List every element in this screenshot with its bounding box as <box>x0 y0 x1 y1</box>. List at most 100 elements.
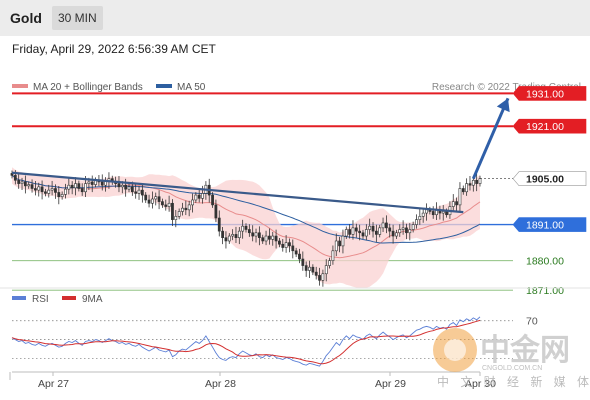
candle-body <box>328 260 331 266</box>
candle-body <box>294 250 298 255</box>
candle-body <box>244 225 248 230</box>
candle-body <box>137 189 141 194</box>
candle-body <box>261 237 265 242</box>
watermark-logo-inner <box>444 339 466 361</box>
candle-body <box>167 202 171 207</box>
ma20-line <box>11 174 481 259</box>
candle-body <box>181 207 184 212</box>
candle-body <box>77 183 81 189</box>
candle-body <box>40 186 44 193</box>
candle-body <box>415 219 418 225</box>
legend-swatch-ma50 <box>156 84 172 88</box>
candle-body <box>465 183 469 193</box>
candle-body <box>224 237 228 242</box>
candle-body <box>408 229 412 234</box>
price-tag-label-4: 1880.00 <box>526 256 564 268</box>
candle-body <box>237 230 241 238</box>
candle-body <box>27 184 31 187</box>
timeframe-button[interactable]: 30 MIN <box>52 6 103 30</box>
candle-body <box>445 211 448 216</box>
candle-body <box>130 186 134 193</box>
candle-body <box>254 232 258 237</box>
candle-body <box>23 181 27 187</box>
candle-body <box>201 193 204 199</box>
candle-body <box>461 188 465 193</box>
candle-body <box>338 240 341 247</box>
rsi-line <box>11 316 481 367</box>
x-tick-3: Apr 30 <box>465 378 496 390</box>
candle-body <box>157 196 161 202</box>
candle-body <box>147 199 151 204</box>
candle-body <box>321 273 325 281</box>
candle-body <box>214 204 218 219</box>
candle-body <box>311 266 315 273</box>
candle-body <box>124 184 128 190</box>
target-arrow-shaft <box>471 97 510 180</box>
candle-body <box>134 191 138 194</box>
candle-body <box>451 201 455 207</box>
candle-body <box>44 191 47 194</box>
candle-body <box>17 180 21 184</box>
candle-body <box>344 229 348 237</box>
x-tick-1: Apr 28 <box>205 378 236 390</box>
candle-body <box>391 230 395 237</box>
candle-body <box>331 250 335 261</box>
descending-trendline <box>11 171 464 214</box>
candle-body <box>378 227 382 235</box>
candle-body <box>117 183 121 188</box>
candle-body <box>120 184 124 188</box>
candle-body <box>298 253 301 260</box>
candle-body <box>30 184 34 189</box>
candle-body <box>37 186 41 191</box>
target-arrow-head <box>496 98 510 113</box>
x-tick-0: Apr 27 <box>38 378 69 390</box>
candle-body <box>385 222 388 229</box>
candle-body <box>191 199 194 206</box>
legend-ma50: MA 50 <box>177 82 206 93</box>
candle-body <box>324 265 328 275</box>
chart-datetime: Friday, April 29, 2022 6:56:39 AM CET <box>12 42 216 56</box>
candle-body <box>84 183 87 193</box>
candle-body <box>351 227 355 235</box>
candle-body <box>144 194 148 201</box>
candle-body <box>20 181 24 184</box>
candle-body <box>127 186 131 190</box>
candle-body <box>371 225 375 232</box>
candle-body <box>221 230 224 238</box>
candle-body <box>87 181 91 184</box>
candle-body <box>425 209 428 214</box>
legend-swatch-rsi <box>12 296 26 300</box>
price-tag-label-5: 1871.00 <box>526 285 564 297</box>
candle-body <box>60 194 64 197</box>
candle-body <box>271 235 275 240</box>
price-tag-3 <box>512 217 587 232</box>
candle-body <box>231 234 235 237</box>
candle-body <box>301 258 305 266</box>
candle-body <box>47 189 51 194</box>
price-tag-label-0: 1931.00 <box>526 88 564 100</box>
x-tick-2: Apr 29 <box>375 378 406 390</box>
candle-body <box>90 181 94 185</box>
candle-body <box>381 222 385 229</box>
candle-body <box>284 242 288 248</box>
legend-ma20: MA 20 + Bollinger Bands <box>33 82 143 93</box>
candle-body <box>411 224 415 230</box>
candle-body <box>308 266 311 271</box>
candle-body <box>374 230 378 235</box>
candle-body <box>184 207 188 211</box>
candle-body <box>50 188 54 191</box>
price-tag-1 <box>512 118 587 134</box>
candle-body <box>100 181 104 186</box>
candle-body <box>395 232 398 237</box>
legend-swatch-rsi-ma <box>62 296 76 300</box>
candle-body <box>64 188 67 195</box>
price-tag-label-1: 1921.00 <box>526 121 564 133</box>
rsi-tick-70: 70 <box>526 316 538 328</box>
ma50-line <box>11 174 481 244</box>
candle-body <box>401 227 405 230</box>
price-tag-label-2: 1905.00 <box>526 174 564 186</box>
legend-swatch-ma20 <box>12 84 28 88</box>
rsi-ma-line <box>11 319 481 365</box>
candle-body <box>70 184 74 189</box>
